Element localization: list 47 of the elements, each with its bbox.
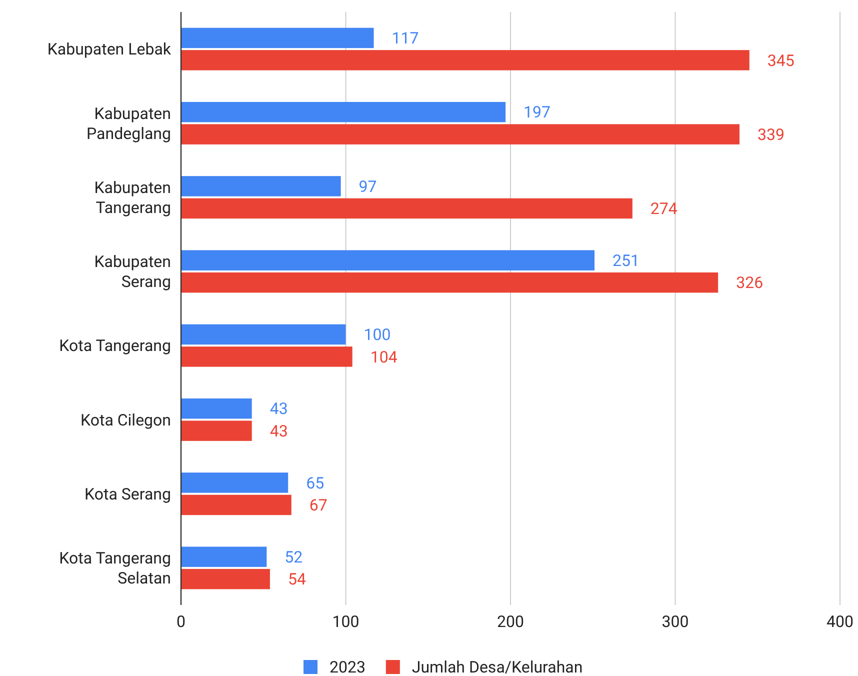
x-tick-label: 400: [826, 612, 854, 631]
y-tick-label: Kabupaten Tangerang: [94, 178, 171, 217]
data-label: 67: [309, 496, 328, 515]
y-tick-label: Kabupaten Serang: [94, 252, 171, 292]
bar: [181, 398, 252, 419]
bar: [181, 346, 352, 367]
data-label: 104: [370, 347, 398, 366]
bar: [181, 546, 267, 567]
data-label: 197: [524, 102, 551, 122]
bar: [181, 568, 270, 590]
bar: [181, 28, 374, 48]
data-label: 339: [758, 124, 784, 144]
y-tick-label: Kota Cilegon: [80, 410, 171, 430]
legend-label: 2023: [330, 658, 366, 676]
y-tick-label: Kota Tangerang: [59, 336, 171, 356]
y-tick-label: Kabupaten Lebak: [47, 40, 172, 59]
x-tick-label: 200: [497, 612, 524, 631]
data-label: 100: [364, 325, 391, 344]
bar: [181, 472, 288, 493]
data-label: 326: [736, 273, 764, 292]
data-label: 97: [358, 176, 377, 196]
data-label: 52: [284, 547, 303, 566]
data-label: 251: [612, 250, 640, 270]
data-label: 345: [767, 50, 794, 70]
bar: [181, 124, 740, 144]
bar: [181, 494, 292, 516]
data-label: 43: [270, 399, 288, 418]
bar: [181, 198, 632, 219]
data-label: 117: [392, 28, 419, 48]
bar: [181, 324, 346, 345]
bar: [181, 250, 595, 270]
data-label: 54: [288, 570, 306, 589]
data-label: 65: [306, 473, 324, 492]
y-tick-label: Kota Serang: [84, 484, 171, 504]
x-tick-label: 300: [662, 612, 689, 631]
x-tick-label: 0: [176, 612, 186, 631]
x-tick-label: 100: [332, 612, 360, 631]
data-label: 274: [650, 199, 678, 218]
bar: [181, 176, 341, 196]
data-label: 43: [270, 421, 288, 440]
bar: [181, 420, 252, 441]
y-tick-label: Kabupaten Pandeglang: [86, 104, 171, 143]
bar: [181, 50, 750, 70]
bar: [181, 272, 718, 293]
legend-label: Jumlah Desa/Kelurahan: [412, 658, 583, 676]
y-tick-label: Kota Tangerang Selatan: [59, 548, 171, 588]
bar: [181, 102, 506, 122]
